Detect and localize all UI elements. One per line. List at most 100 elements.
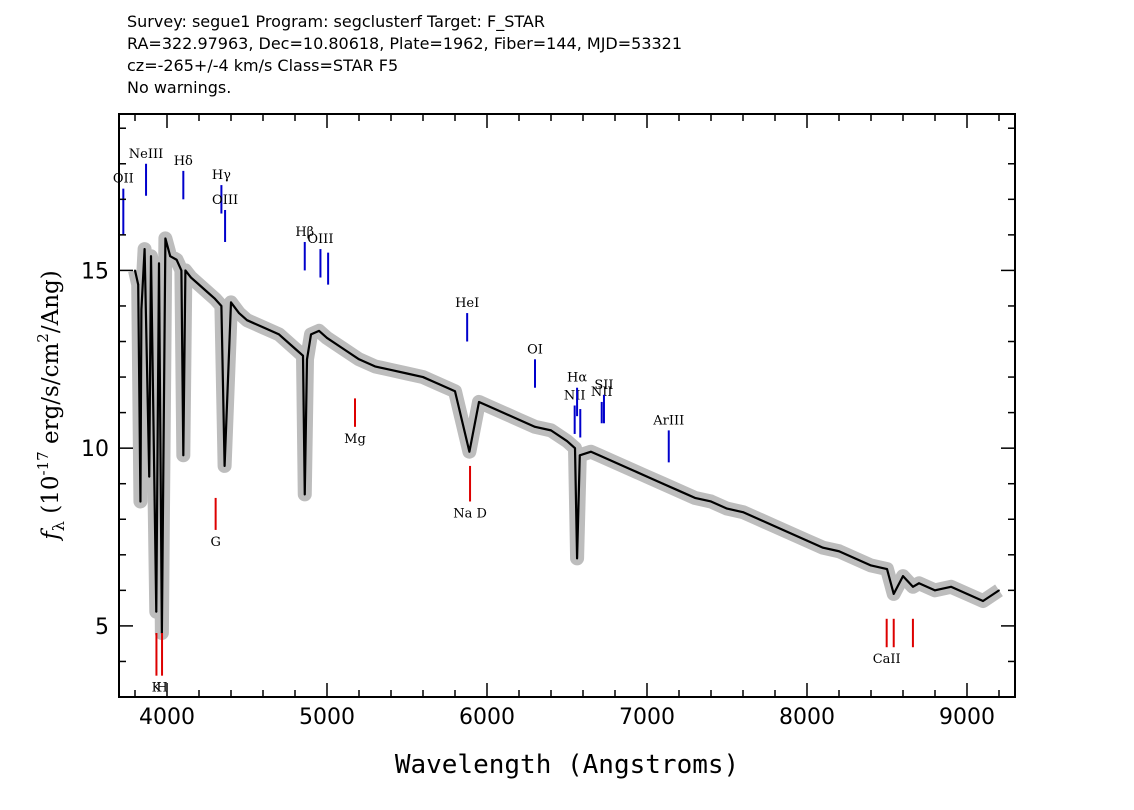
x-tick-label: 8000: [779, 705, 835, 730]
spectrum-point: [630, 468, 632, 471]
spectrum-point: [223, 465, 226, 467]
y-tick-label: 5: [95, 615, 109, 640]
absorption-label: CaII: [873, 652, 901, 667]
spectrum-point: [758, 518, 760, 521]
absorption-label: Mg: [344, 432, 366, 447]
spectrum-point: [137, 283, 140, 286]
y-axis-label: fλ (10-17 erg/s/cm2/Ang): [34, 270, 68, 541]
spectrum-point: [140, 308, 143, 311]
spectrum-point: [342, 347, 344, 350]
spectrum-point: [148, 475, 151, 478]
spectrum-point: [294, 347, 296, 350]
absorption-label: Na D: [453, 506, 487, 521]
emission-label: HeI: [455, 296, 479, 311]
spectrum-point: [912, 585, 914, 588]
plot-frame: [118, 113, 1016, 698]
spectrum-point: [576, 557, 578, 560]
y-tick-label: 10: [81, 437, 109, 462]
emission-label: OIII: [212, 193, 238, 208]
spectrum-point: [198, 283, 200, 286]
spectrum-point: [574, 447, 576, 450]
spectrum-point: [310, 333, 312, 336]
emission-label: ArIII: [652, 413, 684, 428]
spectrum-point: [934, 589, 936, 592]
spectrum-point: [502, 411, 504, 414]
spectrum-point: [302, 354, 304, 357]
spectrum-point: [182, 454, 185, 457]
emission-label: OI: [527, 342, 543, 357]
spectrum-header: Survey: segue1 Program: segclusterf Targ…: [127, 11, 682, 99]
absorption-label: G: [210, 535, 220, 550]
spectrum-point: [614, 461, 616, 464]
spectrum-point: [966, 593, 968, 595]
spectrum-point: [169, 255, 172, 258]
emission-label: NII: [591, 385, 613, 400]
spectrum-point: [262, 326, 264, 329]
emission-label: OIII: [307, 232, 333, 247]
header-line-redshift-class: cz=-265+/-4 km/s Class=STAR F5: [127, 56, 399, 75]
spectrum-point: [998, 589, 1000, 592]
spectrum-point: [406, 372, 408, 375]
header-line-coordinates: RA=322.97963, Dec=10.80618, Plate=1962, …: [127, 34, 683, 53]
emission-label: Hδ: [174, 154, 193, 169]
spectrum-point: [164, 237, 167, 240]
x-tick-label: 5000: [299, 705, 355, 730]
spectrum-point: [886, 568, 888, 570]
spectrum-point: [518, 418, 520, 421]
error-band-layer: [128, 231, 1003, 641]
absorption-label: K: [152, 681, 162, 696]
spectrum-point: [206, 290, 208, 293]
spectrum-point: [184, 269, 187, 272]
emission-label: OII: [113, 172, 134, 187]
spectrum-point: [134, 269, 136, 272]
spectrum-point: [902, 575, 904, 578]
spectrum-point: [678, 489, 680, 492]
x-tick-label: 9000: [939, 705, 995, 730]
spectrum-point: [534, 425, 536, 428]
spectrum-point: [143, 248, 146, 250]
spectrum-point: [303, 493, 306, 496]
spectrum-point: [155, 610, 158, 613]
spectrum-point: [870, 564, 872, 567]
spectrum-point: [238, 312, 240, 314]
spectrum-point: [438, 383, 440, 386]
spectrum-point: [326, 337, 328, 339]
spectrum-point: [486, 404, 488, 407]
spectrum-point: [742, 511, 744, 514]
spectrum-point: [646, 475, 648, 478]
spectrum-point: [710, 500, 712, 503]
spectrum-point: [139, 500, 142, 503]
spectrum-point: [918, 582, 920, 585]
spectrum-point: [214, 297, 216, 300]
spectrum-point: [374, 365, 376, 368]
emission-label: SII: [594, 378, 613, 393]
emission-label: Hα: [567, 371, 587, 386]
spectrum-point: [246, 319, 248, 322]
y-tick-label: 15: [81, 259, 109, 284]
spectrum-point: [318, 329, 320, 332]
axis-ticks-layer: 4000 5000 6000 7000 8000 9000 5 10 15: [81, 114, 1015, 730]
emission-label: Hβ: [295, 225, 314, 240]
spectrum-point: [662, 482, 664, 485]
spectrum-point: [180, 269, 183, 272]
spectrum-point: [158, 262, 160, 265]
spectrum-point: [220, 305, 223, 307]
spectrum-line: [133, 237, 1000, 635]
emission-label: Hγ: [212, 168, 231, 183]
spectrum-point: [578, 454, 581, 457]
spectrum-point: [278, 333, 280, 336]
spectrum-point: [306, 358, 308, 361]
spectrum-point: [175, 258, 178, 261]
spectrum-point: [358, 358, 360, 361]
spectrum-point: [390, 369, 392, 371]
spectrum-point: [566, 440, 568, 442]
spectrum-point: [950, 585, 952, 588]
spectrum-point: [454, 390, 456, 393]
spectrum-point: [838, 550, 840, 553]
spectrum-point: [590, 450, 592, 453]
spectrum-point: [468, 450, 471, 453]
spectrum-point: [822, 546, 824, 549]
header-line-warnings: No warnings.: [127, 78, 232, 97]
